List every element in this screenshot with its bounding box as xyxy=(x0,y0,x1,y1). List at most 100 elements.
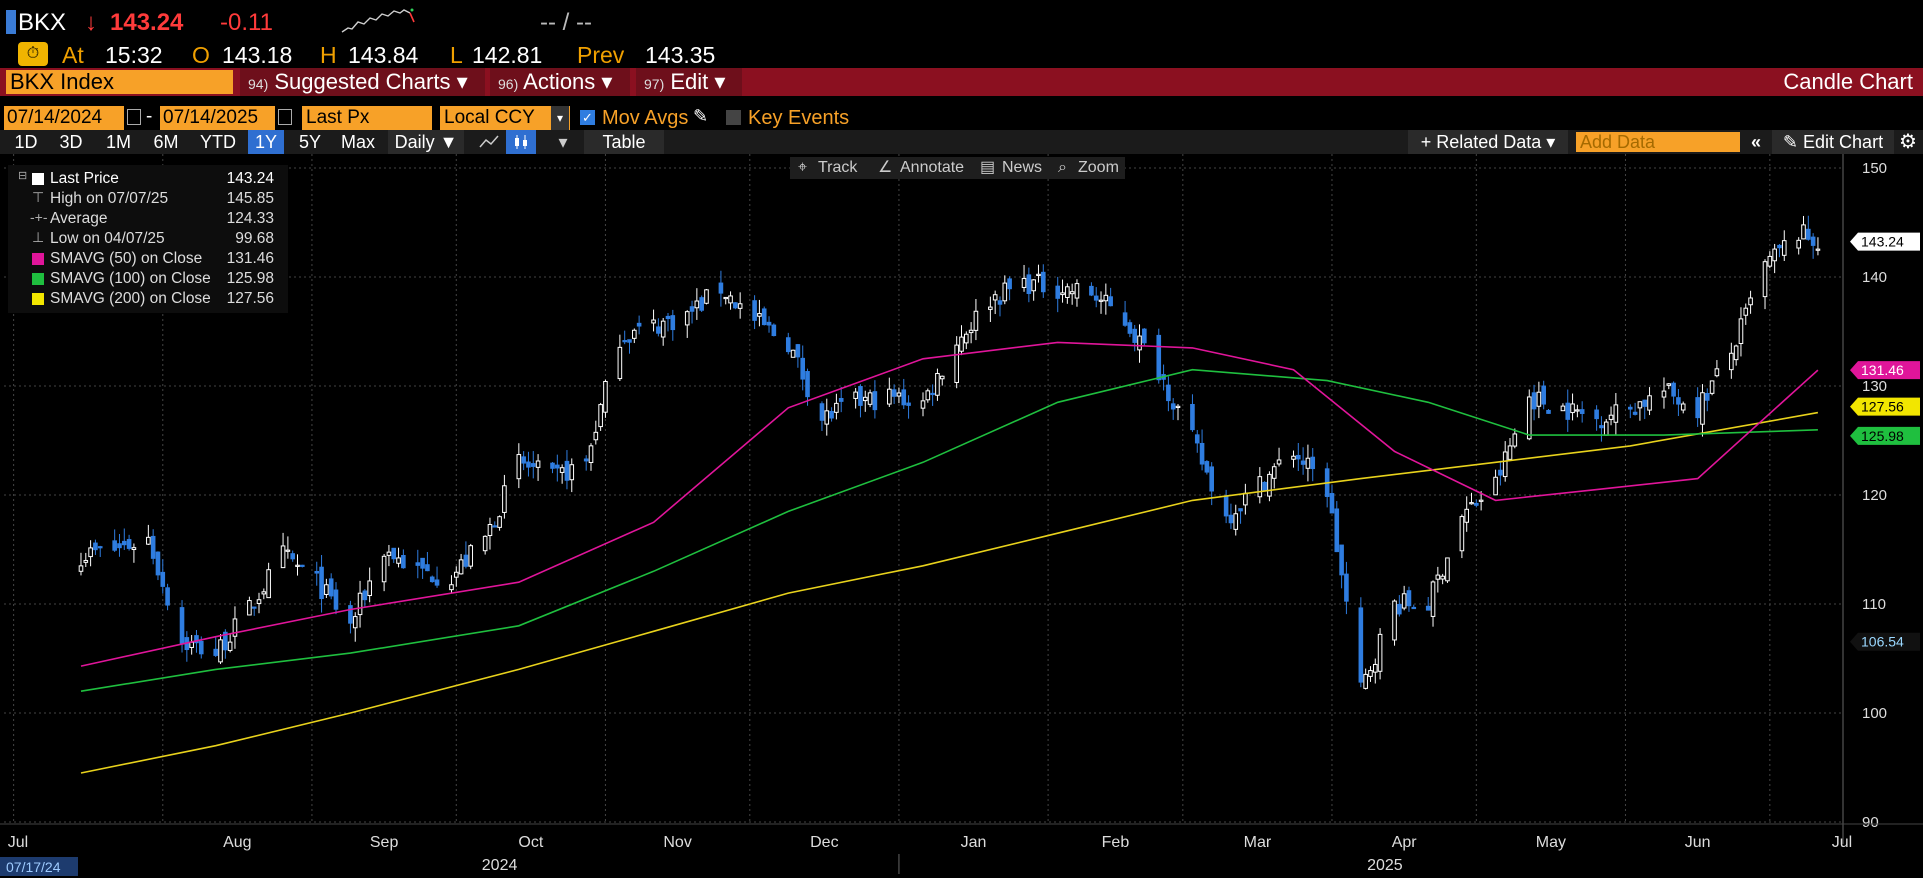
zoom-button[interactable]: Zoom xyxy=(1078,159,1119,176)
candle-body xyxy=(834,402,839,413)
candle-body xyxy=(622,340,627,343)
track-button[interactable]: Track xyxy=(818,159,858,176)
currency-select[interactable]: Local CCY xyxy=(440,106,570,130)
edit-chart-button[interactable]: ✎ Edit Chart xyxy=(1772,130,1894,154)
range-1y[interactable]: 1Y xyxy=(248,130,284,154)
candle-body xyxy=(1132,328,1138,343)
candle-body xyxy=(223,631,228,651)
collapse-legend-icon[interactable]: ⊟ xyxy=(18,170,28,182)
candle-body xyxy=(569,464,575,481)
key-events-checkbox[interactable] xyxy=(726,110,741,125)
key-events-label[interactable]: Key Events xyxy=(748,107,850,129)
candle-body xyxy=(232,618,238,637)
calendar-icon[interactable] xyxy=(127,109,141,125)
candle-chart[interactable]: 150 140 130 120 110 100 90 Jul Aug Sep Oct Nov Dec Ja… xyxy=(0,154,1923,878)
legend-average[interactable]: -+- Average 124.33 xyxy=(8,209,288,229)
zoom-icon[interactable]: ⌕ xyxy=(1058,159,1067,176)
price-field-select[interactable]: Last Px xyxy=(302,106,432,130)
candle-body xyxy=(1031,279,1036,292)
suggested-charts-menu[interactable]: 94) Suggested Charts ▾ xyxy=(240,68,485,96)
candle-body xyxy=(939,375,945,380)
candle-body xyxy=(862,396,868,402)
news-button[interactable]: News xyxy=(1002,159,1043,176)
actions-menu[interactable]: 96) Actions ▾ xyxy=(490,68,630,96)
candle-body xyxy=(1329,493,1335,514)
candle-body xyxy=(218,639,223,663)
range-5y[interactable]: 5Y xyxy=(298,132,322,152)
candle-body xyxy=(636,322,642,327)
legend-sma100[interactable]: SMAVG (100) on Close 125.98 xyxy=(8,269,288,289)
collapse-icon[interactable]: « xyxy=(1750,132,1761,152)
candle-body xyxy=(930,392,935,396)
x-month-label: Jul xyxy=(8,834,28,851)
annotate-icon[interactable]: ∠ xyxy=(878,159,893,176)
range-1m[interactable]: 1M xyxy=(105,132,131,152)
candle-body xyxy=(670,315,676,331)
add-data-input[interactable]: Add Data xyxy=(1576,132,1740,152)
legend-value: 143.24 xyxy=(226,170,274,187)
mov-avgs-label[interactable]: Mov Avgs xyxy=(602,107,689,129)
candle-body xyxy=(805,371,810,398)
x-month-label: Mar xyxy=(1244,834,1272,851)
low-label: L xyxy=(450,42,463,68)
candle-body xyxy=(1007,278,1012,290)
candle-body xyxy=(1026,274,1032,295)
legend-sma50[interactable]: SMAVG (50) on Close 131.46 xyxy=(8,249,288,269)
chevron-down-icon[interactable]: ▾ xyxy=(558,132,568,152)
ticker-symbol: BKX xyxy=(18,9,67,36)
candle-body xyxy=(699,297,704,311)
gauge-icon[interactable]: ⏱ xyxy=(18,42,48,66)
candle-body xyxy=(785,337,791,353)
legend-low[interactable]: ⊥ Low on 04/07/25 99.68 xyxy=(8,229,288,249)
line-chart-icon[interactable] xyxy=(474,130,504,154)
start-date-field[interactable]: 07/14/2024 xyxy=(4,106,124,130)
range-max[interactable]: Max xyxy=(340,132,375,152)
candle-body xyxy=(396,557,401,564)
candle-body xyxy=(1762,261,1768,298)
range-6m[interactable]: 6M xyxy=(153,132,179,152)
calendar-icon[interactable] xyxy=(278,109,292,125)
x-month-label: Feb xyxy=(1102,834,1130,851)
track-icon[interactable]: ⌖ xyxy=(798,159,808,176)
candle-body xyxy=(1806,228,1811,240)
range-ytd[interactable]: YTD xyxy=(200,132,236,152)
legend-sma200[interactable]: SMAVG (200) on Close 127.56 xyxy=(8,289,288,309)
candle-body xyxy=(117,543,122,549)
edit-menu[interactable]: 97) Edit ▾ xyxy=(636,68,742,96)
news-icon[interactable]: ▤ xyxy=(980,159,996,176)
annotate-button[interactable]: Annotate xyxy=(900,159,965,176)
legend-name: Low on 04/07/25 xyxy=(50,230,165,247)
related-data-button[interactable]: + Related Data ▾ xyxy=(1408,130,1568,154)
candle-body xyxy=(1166,384,1171,402)
candle-body xyxy=(391,547,397,560)
security-field[interactable]: BKX Index xyxy=(6,70,233,94)
candle-body xyxy=(1767,255,1773,267)
table-button[interactable]: Table xyxy=(584,130,664,154)
candle-body xyxy=(1502,451,1508,478)
legend-name: Average xyxy=(50,210,108,227)
chevron-down-icon[interactable]: ▾ xyxy=(551,106,569,130)
end-date-field[interactable]: 07/14/2025 xyxy=(160,106,275,130)
candle-body xyxy=(906,402,911,406)
suggested-num: 94) xyxy=(248,76,269,92)
candle-body xyxy=(1743,307,1749,316)
period-select[interactable]: Daily ▼ xyxy=(388,130,464,154)
mov-avgs-checkbox[interactable]: ✓ xyxy=(580,110,595,125)
range-1d[interactable]: 1D xyxy=(14,132,38,152)
pencil-icon[interactable]: ✎ xyxy=(693,106,709,126)
gear-icon[interactable]: ⚙ xyxy=(1899,131,1917,153)
candle-body xyxy=(1190,403,1195,431)
legend-last-price[interactable]: Last Price 143.24 xyxy=(8,169,288,189)
candle-body xyxy=(521,456,526,464)
legend-high[interactable]: ⊤ High on 07/07/25 145.85 xyxy=(8,189,288,209)
candle-body xyxy=(737,303,743,309)
candle-chart-icon[interactable] xyxy=(506,130,536,154)
range-3d[interactable]: 3D xyxy=(59,132,83,152)
candle-body xyxy=(872,391,878,411)
candle-body xyxy=(1579,409,1585,414)
candle-body xyxy=(935,373,940,396)
legend-value: 145.85 xyxy=(226,190,274,207)
candle-body xyxy=(684,311,690,326)
candle-body xyxy=(415,562,421,566)
candle-body xyxy=(1344,573,1349,602)
